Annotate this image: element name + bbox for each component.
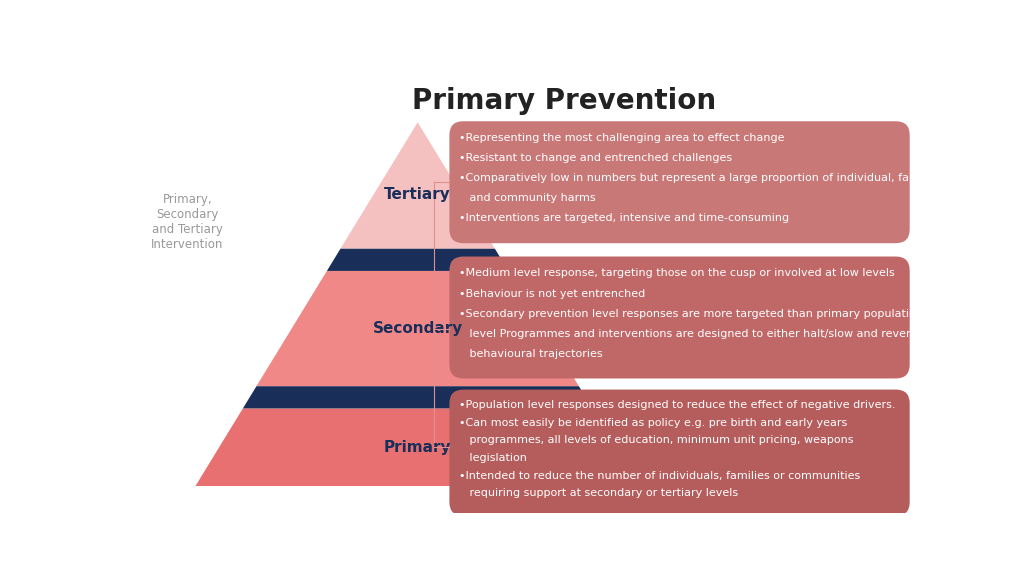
- FancyBboxPatch shape: [450, 389, 909, 516]
- Text: •Behaviour is not yet entrenched: •Behaviour is not yet entrenched: [459, 289, 645, 298]
- FancyBboxPatch shape: [450, 121, 909, 243]
- Text: •Secondary prevention level responses are more targeted than primary population: •Secondary prevention level responses ar…: [459, 309, 923, 319]
- Text: behavioural trajectories: behavioural trajectories: [459, 348, 602, 359]
- Text: •Population level responses designed to reduce the effect of negative drivers.: •Population level responses designed to …: [459, 400, 895, 410]
- Text: Primary,
Secondary
and Tertiary
Intervention: Primary, Secondary and Tertiary Interven…: [152, 194, 223, 251]
- Polygon shape: [327, 249, 509, 271]
- Text: •Interventions are targeted, intensive and time-consuming: •Interventions are targeted, intensive a…: [459, 213, 788, 223]
- Text: Tertiary: Tertiary: [384, 187, 451, 202]
- Polygon shape: [256, 271, 579, 386]
- FancyBboxPatch shape: [450, 256, 909, 378]
- Text: requiring support at secondary or tertiary levels: requiring support at secondary or tertia…: [459, 488, 738, 498]
- Polygon shape: [340, 122, 495, 249]
- Text: •Representing the most challenging area to effect change: •Representing the most challenging area …: [459, 133, 784, 143]
- Text: •Can most easily be identified as policy e.g. pre birth and early years: •Can most easily be identified as policy…: [459, 418, 847, 428]
- Text: •Medium level response, targeting those on the cusp or involved at low levels: •Medium level response, targeting those …: [459, 268, 894, 278]
- Polygon shape: [196, 408, 640, 486]
- Text: •Resistant to change and entrenched challenges: •Resistant to change and entrenched chal…: [459, 153, 732, 163]
- Text: legislation: legislation: [459, 453, 526, 463]
- Text: Secondary: Secondary: [373, 321, 463, 336]
- Polygon shape: [243, 386, 593, 408]
- Text: level Programmes and interventions are designed to either halt/slow and reverse: level Programmes and interventions are d…: [459, 328, 923, 339]
- Text: Primary: Primary: [384, 439, 452, 454]
- Text: •Intended to reduce the number of individuals, families or communities: •Intended to reduce the number of indivi…: [459, 471, 860, 480]
- Text: and community harms: and community harms: [459, 194, 595, 203]
- Text: •Comparatively low in numbers but represent a large proportion of individual, fa: •Comparatively low in numbers but repres…: [459, 173, 933, 183]
- Text: programmes, all levels of education, minimum unit pricing, weapons: programmes, all levels of education, min…: [459, 435, 853, 445]
- Text: Primary Prevention: Primary Prevention: [413, 87, 717, 115]
